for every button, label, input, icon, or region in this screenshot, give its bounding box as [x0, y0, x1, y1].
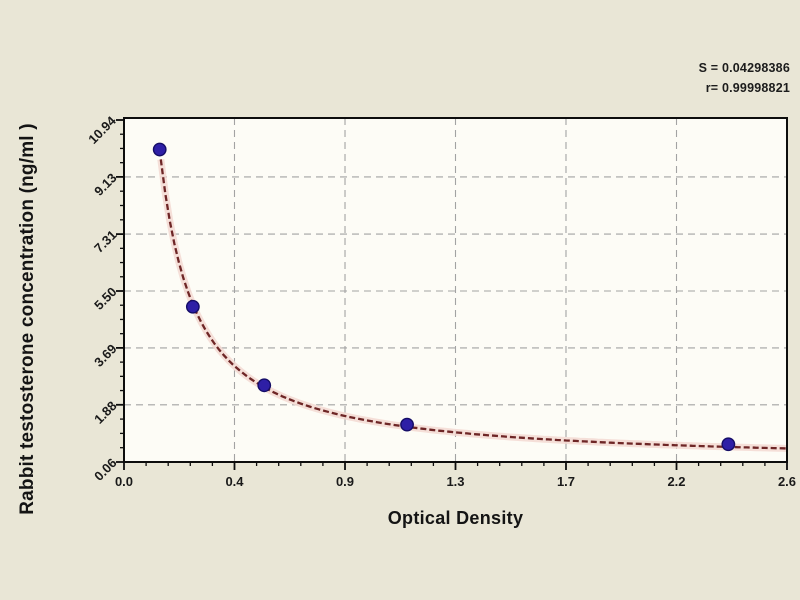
- x-axis-tick-label: 1.3: [446, 474, 465, 489]
- data-point-marker: [400, 417, 414, 432]
- x-axis-tick-label: 2.2: [667, 474, 686, 489]
- x-axis-tick-label: 1.7: [556, 474, 576, 489]
- data-point-marker: [721, 437, 736, 452]
- fit-stat-standard-error: S = 0.04298386: [698, 61, 790, 75]
- x-axis-tick-label: 0.0: [114, 474, 134, 489]
- fit-stat-correlation: r= 0.99998821: [705, 81, 790, 95]
- data-point-marker: [257, 378, 272, 393]
- data-point-marker: [185, 299, 200, 314]
- x-axis-tick-label: 0.4: [225, 474, 244, 489]
- plot-border: [123, 117, 788, 463]
- data-point-marker: [152, 142, 167, 157]
- x-axis-tick-label: 0.9: [335, 474, 355, 489]
- x-axis-title: Optical Density: [387, 508, 524, 528]
- x-axis-tick-label: 2.6: [777, 474, 797, 489]
- y-axis-title: Rabbit testosterone concentration (ng/ml…: [17, 123, 38, 515]
- fit-statistics: S = 0.04298386 r= 0.99998821: [699, 58, 790, 98]
